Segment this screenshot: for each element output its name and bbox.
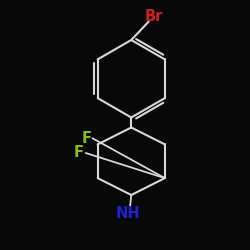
Text: Br: Br: [144, 9, 163, 24]
Text: NH: NH: [115, 206, 140, 221]
Text: F: F: [74, 145, 84, 160]
Text: F: F: [81, 131, 91, 146]
